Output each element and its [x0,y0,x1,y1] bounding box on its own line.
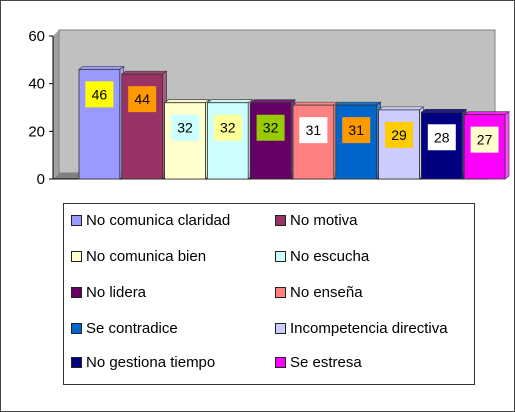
bar-top-face [334,101,382,106]
data-label: 27 [477,132,493,148]
bar-3 [164,102,206,180]
legend-label: No comunica bien [86,247,207,265]
legend-swatch [275,286,286,298]
legend-item: Incompetencia directiva [275,318,448,338]
bar-side-face [504,111,510,180]
data-label-box [299,117,328,144]
legend-label: Se estresa [290,353,362,371]
data-label-box [470,126,499,153]
bar-top-face [377,106,425,111]
data-label-box [256,114,285,141]
legend-item: No lidera [71,282,146,302]
data-label: 46 [92,86,108,102]
data-label-box [213,114,242,141]
legend-swatch [71,356,82,368]
legend-label: No enseña [290,283,363,301]
legend-item: Se estresa [275,352,362,372]
data-label-box [385,121,413,148]
legend-item: No gestiona tiempo [71,352,215,372]
bar-top-face [292,101,339,106]
y-tick-label: 0 [37,171,45,188]
y-tick-label: 20 [28,123,45,140]
bar-top-face [78,66,125,70]
legend-swatch [275,322,286,334]
bar-top-face [163,99,211,104]
data-label-box [128,86,157,113]
y-tick-label: 40 [28,76,45,93]
data-label: 44 [134,91,150,107]
bar-top-face [420,108,468,113]
data-label: 28 [434,129,450,145]
legend-label: Incompetencia directiva [290,319,448,337]
bar-top-face [249,99,296,104]
bar-5 [249,102,292,180]
legend-swatch [275,250,286,262]
legend-item: No enseña [275,282,363,302]
plot-side-wall [53,30,59,179]
data-label-box [342,117,371,144]
data-label-box [171,114,199,141]
bar-4 [206,102,249,180]
data-label-box [85,81,114,108]
data-label-box [427,124,456,151]
legend-swatch [71,286,82,298]
legend-label: No escucha [290,247,370,265]
data-label: 32 [177,120,193,136]
legend-swatch [71,322,82,334]
bar-chart: 0 20 40 60 46 44 32 32 32 31 31 29 28 27 [28,28,510,188]
data-label: 32 [263,120,279,136]
data-label: 32 [220,120,236,136]
legend-swatch [71,214,82,226]
legend-item: No comunica claridad [71,210,230,230]
legend-label: No gestiona tiempo [86,353,216,371]
bar-top-face [463,111,510,115]
legend-swatch [71,250,82,262]
legend-item: No motiva [275,210,358,230]
legend-item: No comunica bien [71,246,206,266]
legend-label: No lidera [86,283,147,301]
legend-label: No motiva [290,211,358,229]
legend-label: Se contradice [86,319,178,337]
legend-swatch [275,356,286,368]
data-label: 31 [306,122,322,138]
data-label: 31 [348,122,364,138]
data-label: 29 [391,127,407,143]
chart-legend: No comunica claridad No motiva No comunica… [63,203,475,385]
legend-label: No comunica claridad [86,211,231,229]
y-tick-label: 60 [28,28,45,45]
bar-top-face [206,99,254,104]
legend-item: No escucha [275,246,369,266]
legend-item: Se contradice [71,318,178,338]
bar-top-face [120,70,168,75]
legend-swatch [275,214,286,226]
